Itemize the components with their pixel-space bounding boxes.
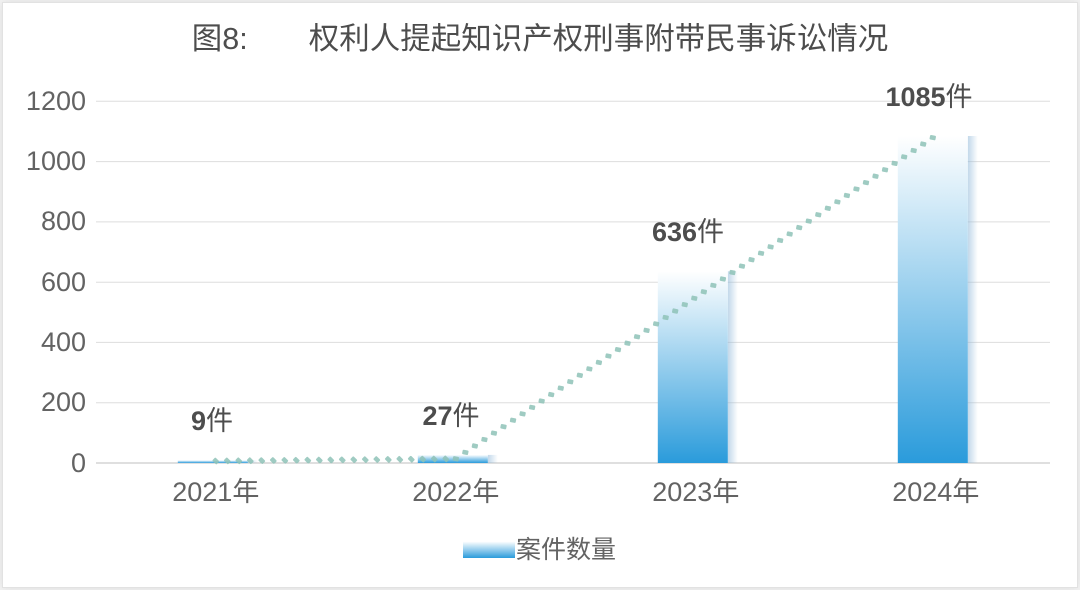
svg-text:1000: 1000 — [26, 146, 86, 176]
svg-text:400: 400 — [41, 327, 86, 357]
svg-text:案件数量: 案件数量 — [516, 536, 616, 564]
svg-text:1085件: 1085件 — [885, 82, 972, 112]
svg-text:636件: 636件 — [652, 217, 724, 247]
svg-text:9件: 9件 — [191, 406, 233, 436]
svg-text:2023年: 2023年 — [652, 477, 739, 507]
svg-text:27件: 27件 — [422, 401, 479, 431]
svg-text:2022年: 2022年 — [412, 477, 499, 507]
svg-text:2021年: 2021年 — [172, 477, 259, 507]
svg-text:2024年: 2024年 — [892, 477, 979, 507]
svg-text:600: 600 — [41, 267, 86, 297]
svg-text:0: 0 — [71, 448, 86, 478]
svg-text:800: 800 — [41, 206, 86, 236]
svg-text:200: 200 — [41, 387, 86, 417]
svg-text:1200: 1200 — [26, 86, 86, 116]
